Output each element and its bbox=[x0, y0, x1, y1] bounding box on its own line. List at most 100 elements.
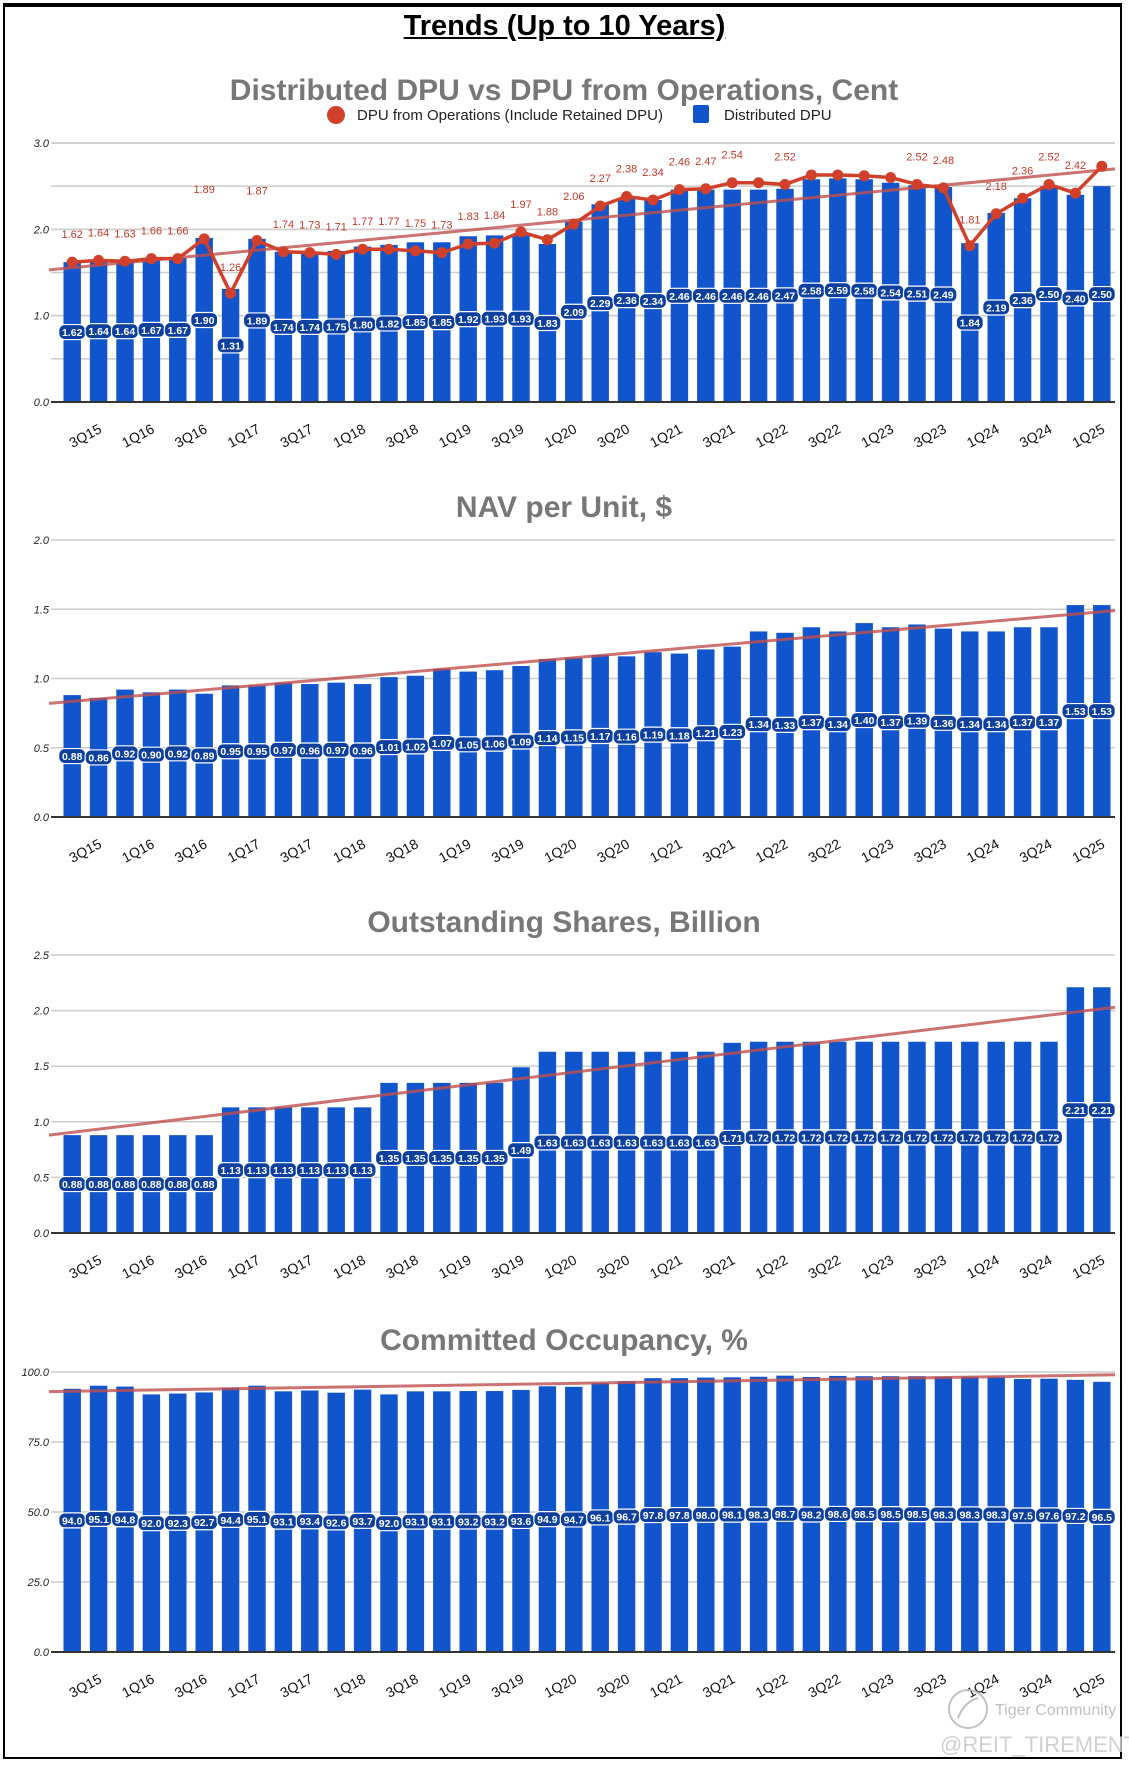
bar-value-label: 1.09 bbox=[511, 737, 532, 749]
bar-value-label-bg bbox=[163, 321, 192, 339]
bar-value-label: 1.36 bbox=[933, 718, 954, 730]
line-value-label: 1.77 bbox=[378, 216, 399, 228]
bar-value-label: 2.46 bbox=[696, 291, 717, 303]
bar-value-label: 98.5 bbox=[854, 1509, 875, 1521]
line-point bbox=[594, 200, 606, 212]
bar-value-label: 0.88 bbox=[62, 1179, 83, 1191]
line-value-label: 1.83 bbox=[457, 211, 478, 223]
line-point bbox=[1043, 178, 1055, 190]
bar-value-label: 0.88 bbox=[88, 1179, 109, 1191]
bar-value-label: 92.3 bbox=[168, 1518, 189, 1530]
bar-value-label: 93.7 bbox=[352, 1516, 373, 1528]
bar-value-label: 1.72 bbox=[907, 1132, 928, 1144]
bar-value-label: 1.72 bbox=[880, 1132, 901, 1144]
y-tick-label: 100.0 bbox=[21, 1367, 49, 1379]
bar-value-label: 95.1 bbox=[247, 1514, 268, 1526]
bar-value-label: 92.0 bbox=[379, 1518, 400, 1530]
bar-value-label: 2.36 bbox=[1012, 295, 1033, 307]
bar-value-label: 1.35 bbox=[458, 1153, 479, 1165]
bar-value-label: 94.9 bbox=[537, 1514, 558, 1526]
bar-value-label: 1.37 bbox=[1039, 717, 1060, 729]
line-value-label: 2.38 bbox=[616, 164, 637, 176]
x-tick-label: 1Q22 bbox=[753, 835, 791, 865]
x-tick-label: 1Q25 bbox=[1069, 420, 1107, 450]
x-tick-label: 3Q16 bbox=[172, 420, 210, 450]
x-tick-label: 1Q17 bbox=[225, 1251, 263, 1281]
bar-value-label: 1.33 bbox=[775, 720, 796, 732]
bar-value-label: 1.72 bbox=[828, 1132, 849, 1144]
bar-value-label: 1.05 bbox=[458, 739, 479, 751]
x-tick-label: 3Q22 bbox=[805, 420, 843, 450]
line-point bbox=[700, 183, 712, 195]
bar-value-label: 1.18 bbox=[669, 730, 690, 742]
x-tick-label: 1Q18 bbox=[330, 835, 368, 865]
bar-value-label-bg bbox=[955, 314, 984, 331]
x-tick-label: 1Q25 bbox=[1069, 1251, 1107, 1281]
bar-value-label: 1.15 bbox=[564, 732, 585, 744]
bar-value-label: 1.34 bbox=[960, 719, 981, 731]
y-tick-label: 75.0 bbox=[28, 1437, 50, 1449]
x-tick-label: 1Q19 bbox=[436, 420, 474, 450]
watermark: Tiger Community @REIT_TIREMENT bbox=[940, 1689, 1129, 1757]
line-point bbox=[119, 255, 131, 267]
bar-value-label: 98.6 bbox=[828, 1509, 849, 1521]
bar-value-label: 1.31 bbox=[220, 340, 241, 352]
x-tick-label: 1Q20 bbox=[541, 1670, 579, 1700]
bar-value-label: 1.16 bbox=[616, 732, 637, 744]
bar-value-label: 1.72 bbox=[933, 1132, 954, 1144]
x-tick-label: 1Q22 bbox=[753, 1670, 791, 1700]
bar-value-label: 1.93 bbox=[484, 314, 505, 326]
line-value-label: 1.89 bbox=[193, 184, 214, 196]
x-tick-label: 3Q15 bbox=[66, 835, 104, 865]
bar-value-label: 1.82 bbox=[379, 318, 400, 330]
line-value-label: 1.81 bbox=[959, 215, 980, 227]
x-tick-label: 1Q23 bbox=[858, 420, 896, 450]
y-tick-label: 2.5 bbox=[33, 950, 50, 962]
line-point bbox=[383, 243, 395, 255]
chart-title: Distributed DPU vs DPU from Operations, … bbox=[230, 74, 898, 107]
x-tick-label: 1Q24 bbox=[964, 1251, 1002, 1281]
tiger-logo-stroke bbox=[957, 1697, 979, 1719]
line-value-label: 2.36 bbox=[1012, 165, 1033, 177]
bar-value-label: 0.88 bbox=[115, 1179, 136, 1191]
bar-value-label: 1.83 bbox=[537, 318, 558, 330]
y-tick-label: 0.0 bbox=[34, 1228, 50, 1240]
bar-value-label: 92.0 bbox=[141, 1518, 162, 1530]
line-point bbox=[726, 177, 738, 189]
x-tick-label: 3Q20 bbox=[594, 1670, 632, 1700]
bar-value-label: 1.17 bbox=[590, 731, 611, 743]
line-value-label: 2.52 bbox=[906, 151, 927, 163]
bar-value-label: 2.54 bbox=[880, 287, 901, 299]
x-tick-label: 3Q23 bbox=[911, 835, 949, 865]
bar-value-label: 2.58 bbox=[801, 286, 822, 298]
x-tick-label: 3Q24 bbox=[1017, 1251, 1055, 1281]
bar-value-label: 1.01 bbox=[379, 742, 400, 754]
bar-value-label: 1.72 bbox=[854, 1132, 875, 1144]
bar-value-label: 1.64 bbox=[88, 326, 109, 338]
chart-3: Outstanding Shares, Billion 0.0 0.5 1.0 1.5 2… bbox=[33, 906, 1116, 1282]
bar-value-label: 0.86 bbox=[88, 752, 109, 764]
trend-line bbox=[48, 609, 1116, 705]
x-tick-label: 1Q16 bbox=[119, 835, 157, 865]
line-value-label: 2.52 bbox=[774, 151, 795, 163]
chart-1: Distributed DPU vs DPU from Operations, … bbox=[33, 74, 1116, 451]
bar-value-label: 1.37 bbox=[880, 717, 901, 729]
page-frame bbox=[3, 3, 1122, 1759]
bar-value-label: 0.88 bbox=[168, 1179, 189, 1191]
x-tick-label: 1Q17 bbox=[225, 420, 263, 450]
line-point bbox=[858, 170, 870, 182]
bar-value-label: 2.46 bbox=[722, 291, 743, 303]
bar-value-label-bg bbox=[1087, 285, 1116, 303]
bar-value-label: 1.64 bbox=[115, 326, 136, 338]
x-tick-label: 1Q16 bbox=[119, 1670, 157, 1700]
x-tick-label: 1Q18 bbox=[330, 1251, 368, 1281]
bar-value-label: 1.72 bbox=[801, 1132, 822, 1144]
chart-2: NAV per Unit, $ 0.0 0.5 1.0 1.5 2.0 0.88 0.86 0.… bbox=[33, 491, 1116, 866]
x-tick-label: 1Q20 bbox=[541, 835, 579, 865]
x-tick-label: 3Q19 bbox=[489, 1670, 527, 1700]
bar-value-label: 2.49 bbox=[933, 290, 954, 302]
bar-value-label: 96.7 bbox=[616, 1512, 637, 1524]
bar-value-label: 1.67 bbox=[141, 325, 162, 337]
line-point bbox=[515, 226, 527, 238]
bar-value-label: 2.59 bbox=[828, 285, 849, 297]
